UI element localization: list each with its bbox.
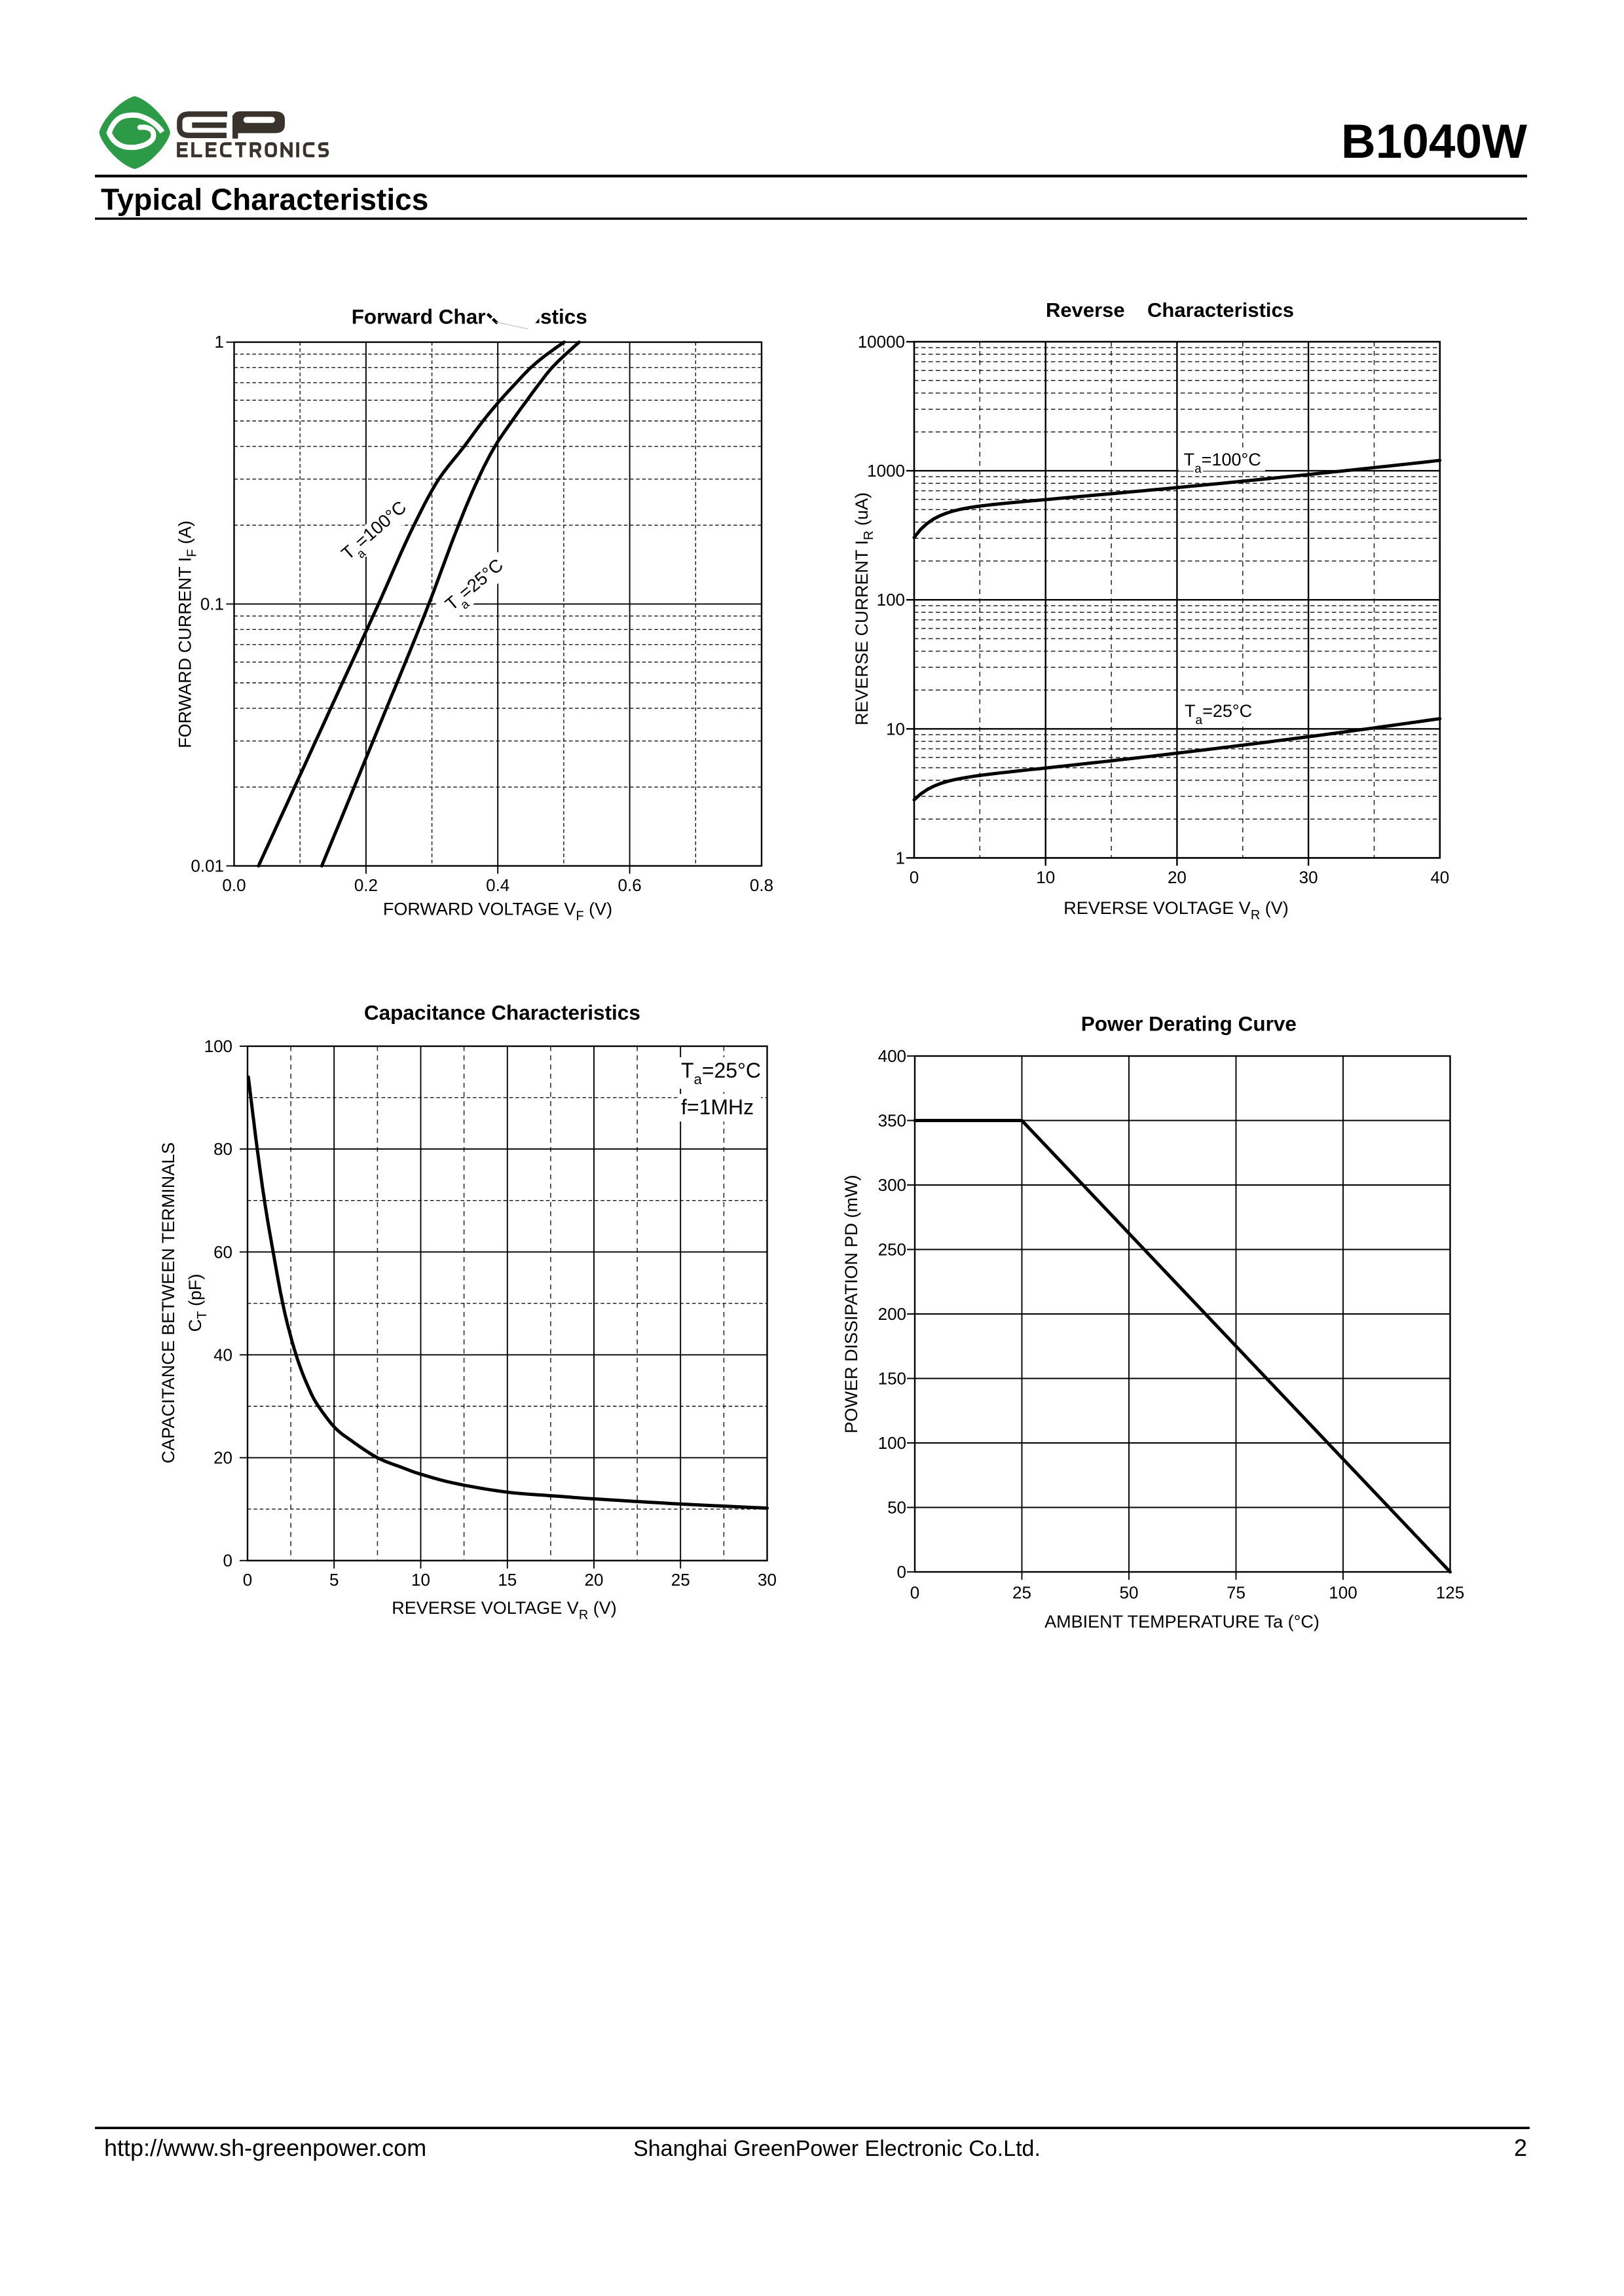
svg-text:250: 250 <box>878 1240 906 1260</box>
svg-text:100: 100 <box>1329 1582 1357 1602</box>
svg-text:0: 0 <box>897 1562 906 1582</box>
svg-text:200: 200 <box>878 1304 906 1324</box>
svg-text:10000: 10000 <box>858 332 905 352</box>
svg-text:350: 350 <box>878 1111 906 1131</box>
svg-text:0: 0 <box>223 1551 232 1571</box>
svg-text:0.8: 0.8 <box>750 875 773 895</box>
svg-text:125: 125 <box>1436 1582 1464 1602</box>
svg-text:Power Derating Curve: Power Derating Curve <box>1081 1012 1297 1036</box>
svg-text:Shanghai GreenPower Electronic: Shanghai GreenPower Electronic Co.Ltd. <box>633 2136 1041 2161</box>
svg-text:0.0: 0.0 <box>222 875 246 895</box>
svg-text:0.6: 0.6 <box>618 875 642 895</box>
svg-text:300: 300 <box>878 1175 906 1195</box>
svg-text:50: 50 <box>887 1498 906 1518</box>
svg-text:20: 20 <box>585 1570 604 1590</box>
svg-text:60: 60 <box>213 1242 232 1262</box>
svg-text:0.4: 0.4 <box>486 875 509 895</box>
svg-text:50: 50 <box>1120 1582 1139 1602</box>
svg-text:stics: stics <box>540 304 587 328</box>
svg-text:30: 30 <box>1299 867 1318 887</box>
svg-text:AMBIENT TEMPERATURE Ta (°C): AMBIENT TEMPERATURE Ta (°C) <box>1044 1612 1320 1631</box>
svg-text:75: 75 <box>1227 1582 1246 1602</box>
svg-text:100: 100 <box>877 590 905 610</box>
svg-text:15: 15 <box>498 1570 517 1590</box>
svg-text:20: 20 <box>1168 867 1187 887</box>
svg-text:40: 40 <box>1430 867 1449 887</box>
svg-text:Reverse: Reverse <box>1046 299 1125 321</box>
svg-text:100: 100 <box>204 1036 232 1056</box>
svg-text:Forward Char: Forward Char <box>352 304 486 328</box>
svg-text:5: 5 <box>329 1570 339 1590</box>
svg-text:0: 0 <box>243 1570 252 1590</box>
svg-text:2: 2 <box>1514 2134 1527 2161</box>
svg-text:400: 400 <box>878 1046 906 1066</box>
svg-text:40: 40 <box>213 1345 232 1364</box>
svg-text:http://www.sh-greenpower.com: http://www.sh-greenpower.com <box>104 2134 426 2161</box>
svg-text:Characteristics: Characteristics <box>1147 299 1294 321</box>
svg-text:0.2: 0.2 <box>354 875 378 895</box>
svg-text:100: 100 <box>878 1433 906 1453</box>
svg-text:Typical Characteristics: Typical Characteristics <box>101 183 428 217</box>
svg-text:80: 80 <box>213 1139 232 1159</box>
svg-text:0: 0 <box>910 867 919 887</box>
svg-text:20: 20 <box>213 1448 232 1468</box>
svg-text:0: 0 <box>910 1582 919 1602</box>
svg-text:f=1MHz: f=1MHz <box>681 1095 754 1119</box>
svg-text:0.1: 0.1 <box>200 594 224 614</box>
svg-text:POWER DISSIPATION PD (mW): POWER DISSIPATION PD (mW) <box>841 1175 861 1434</box>
svg-text:1: 1 <box>896 848 905 867</box>
svg-text:10: 10 <box>1036 867 1055 887</box>
svg-text:1000: 1000 <box>867 461 905 481</box>
svg-text:CAPACITANCE BETWEEN TERMINALS: CAPACITANCE BETWEEN TERMINALS <box>158 1142 178 1464</box>
svg-text:30: 30 <box>758 1570 777 1590</box>
svg-text:25: 25 <box>1012 1582 1031 1602</box>
svg-text:150: 150 <box>878 1369 906 1389</box>
svg-text:10: 10 <box>411 1570 430 1590</box>
svg-text:0.01: 0.01 <box>191 856 224 876</box>
svg-text:10: 10 <box>886 719 905 738</box>
svg-text:Capacitance Characteristics: Capacitance Characteristics <box>364 1001 640 1025</box>
svg-text:25: 25 <box>671 1570 690 1590</box>
svg-text:1: 1 <box>215 332 224 352</box>
svg-text:B1040W: B1040W <box>1341 115 1527 168</box>
